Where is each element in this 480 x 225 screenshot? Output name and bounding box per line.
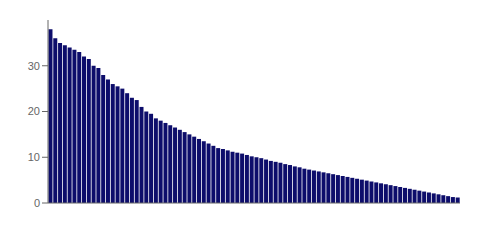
svg-text:10: 10 (28, 151, 40, 163)
svg-text:30: 30 (28, 60, 40, 72)
svg-text:0: 0 (34, 197, 40, 209)
svg-text:20: 20 (28, 105, 40, 117)
